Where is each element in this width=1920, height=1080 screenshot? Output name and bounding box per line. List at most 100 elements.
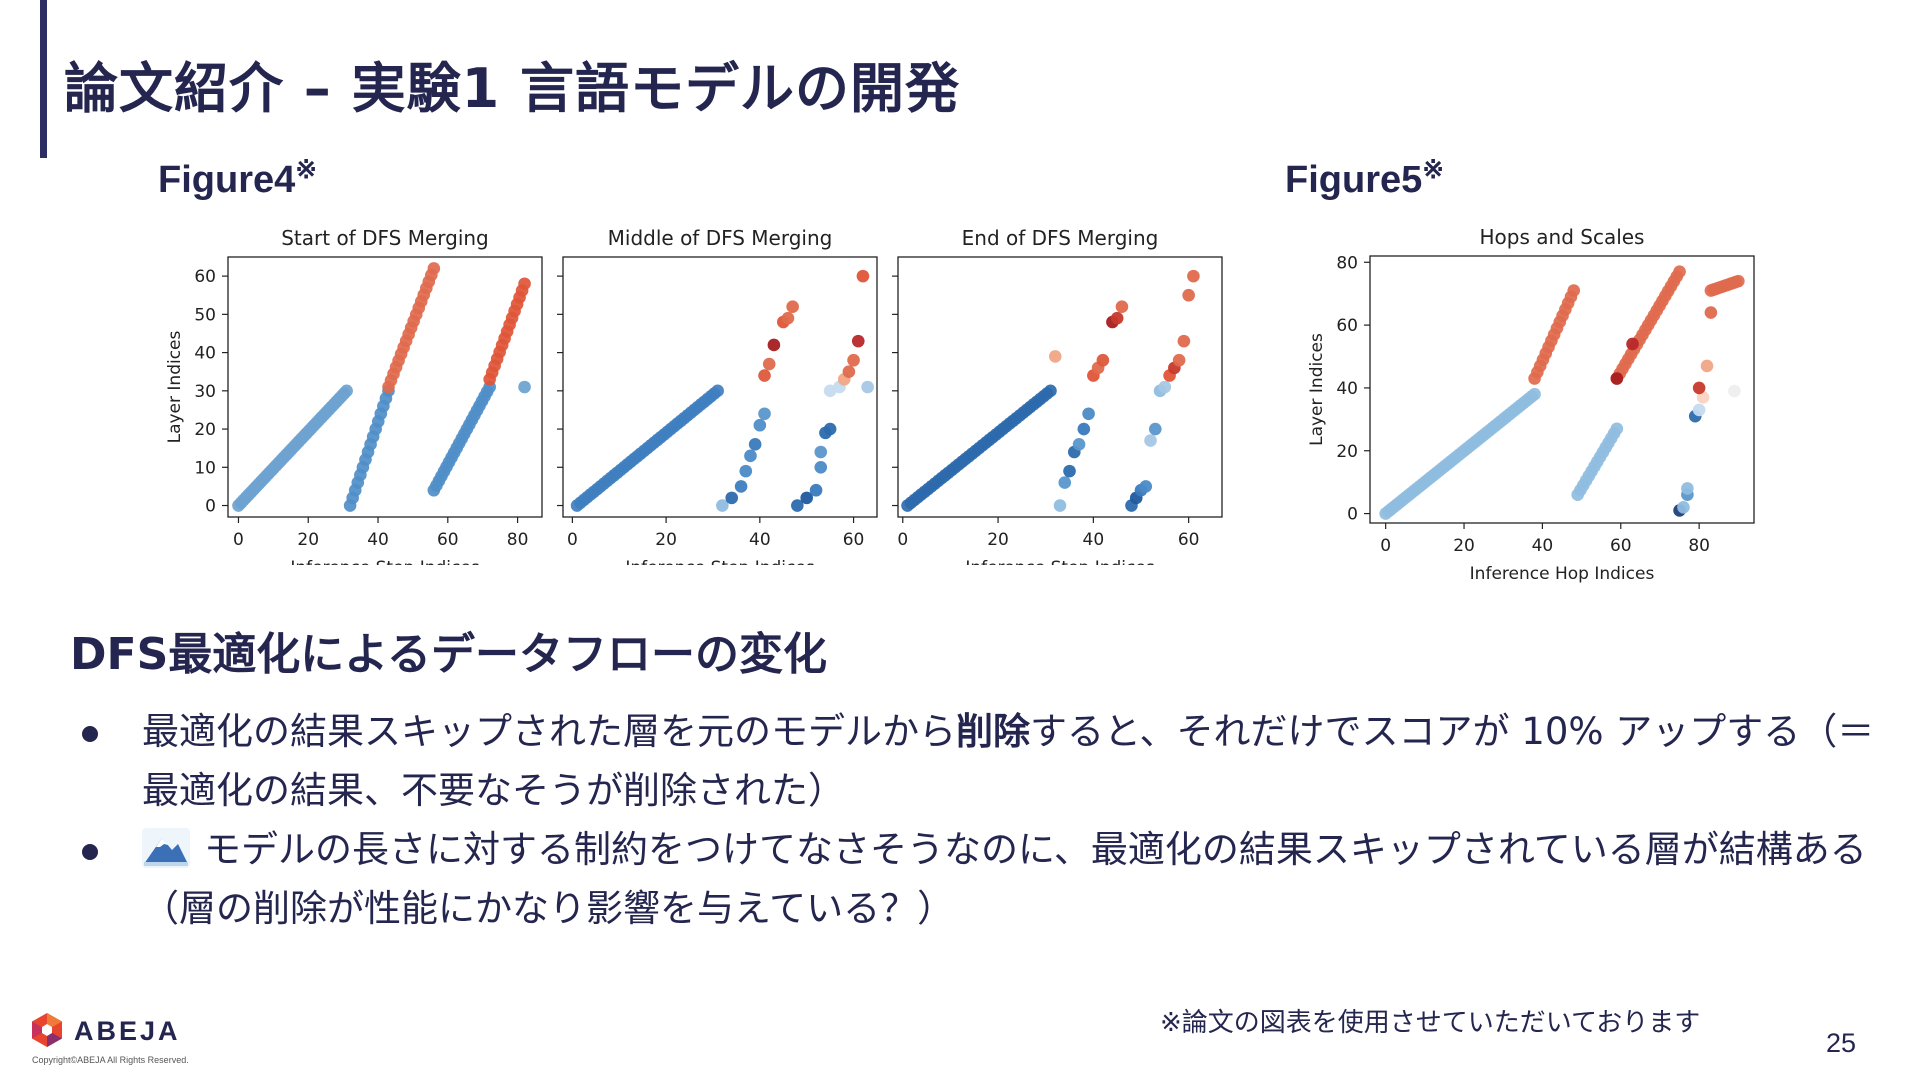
- scatter-point: [1692, 381, 1706, 395]
- y-tick-label: 0: [205, 497, 216, 517]
- scatter-point: [1082, 407, 1095, 421]
- scatter-point: [748, 438, 762, 451]
- scatter-point: [800, 491, 814, 505]
- y-tick-label: 20: [1336, 442, 1358, 462]
- scatter-point: [1610, 422, 1624, 436]
- x-tick-label: 40: [749, 530, 771, 550]
- x-tick-label: 20: [655, 530, 677, 550]
- scatter-point: [1692, 403, 1706, 417]
- scatter-point: [1144, 434, 1157, 447]
- chart-end-of-dfs-merging: End of DFS Merging 0 20 40 60 Inference Step …: [890, 220, 1230, 565]
- scatter-point: [781, 311, 795, 325]
- figure4-note-mark: ※: [295, 154, 318, 184]
- scatter-point: [1696, 391, 1710, 404]
- bullet-2-text: モデルの長さに対する制約をつけてなさそうなのに、最適化の結果スキップされている層…: [142, 828, 1867, 930]
- scatter-point: [716, 499, 729, 512]
- scatter-point: [823, 422, 837, 436]
- scatter-point: [1677, 500, 1690, 514]
- x-tick-label: 60: [843, 530, 865, 550]
- bullet-item-2: モデルの長さに対する制約をつけてなさそうなのに、最適化の結果スキップされている層…: [78, 820, 1888, 938]
- scatter-point: [1139, 480, 1153, 493]
- scatter-point: [758, 407, 771, 421]
- y-axis-label: Layer Indices: [1307, 333, 1327, 446]
- plot-area-frame: [562, 256, 878, 518]
- scatter-point: [1610, 372, 1624, 385]
- x-tick-label: 80: [1688, 536, 1710, 556]
- x-tick-label: 20: [297, 530, 319, 550]
- scatter-point: [1096, 353, 1110, 367]
- x-tick-label: 60: [1610, 536, 1632, 556]
- x-axis-label: Inference Step Indices: [965, 558, 1155, 565]
- x-axis-label: Inference Step Indices: [290, 558, 480, 565]
- plot-area-frame: [227, 256, 543, 518]
- scatter-point: [856, 269, 870, 283]
- scatter-point: [1182, 288, 1195, 302]
- x-tick-label: 40: [1083, 530, 1105, 550]
- y-tick-label: 50: [194, 305, 216, 325]
- scatter-point: [758, 369, 771, 382]
- figure5-note-mark: ※: [1422, 154, 1445, 184]
- scatter-point: [1732, 274, 1745, 288]
- scatter-point: [762, 357, 776, 371]
- bullet-1-bold-text: 削除: [956, 710, 1030, 753]
- scatter-point: [1115, 300, 1129, 314]
- slide-title: 論文紹介 – 実験1 言語モデルの開発: [64, 57, 960, 120]
- chart-title: Start of DFS Merging: [281, 226, 489, 250]
- scatter-point: [1048, 350, 1062, 363]
- scatter-point: [1567, 284, 1581, 297]
- scatter-point: [1172, 353, 1186, 367]
- y-axis-label: Layer Indices: [165, 330, 185, 443]
- scatter-point: [1177, 334, 1191, 348]
- chart-title: End of DFS Merging: [962, 226, 1159, 250]
- y-tick-label: 40: [1336, 379, 1358, 399]
- scatter-point: [1704, 306, 1718, 319]
- x-tick-label: 0: [233, 530, 244, 550]
- scatter-point: [842, 365, 856, 379]
- scatter-point: [851, 334, 865, 348]
- scatter-point: [1158, 380, 1172, 394]
- scatter-point: [767, 338, 781, 352]
- bullet-1-text-after: すると、それだけでスコアが 10% アップする（＝最適化の結果、不要なそうが削除…: [142, 710, 1875, 812]
- scatter-point: [1673, 265, 1686, 279]
- scatter-point: [739, 464, 753, 478]
- scatter-point: [1148, 422, 1162, 436]
- y-tick-label: 20: [194, 420, 216, 440]
- bullet-dot: [82, 726, 98, 742]
- plot-area-frame: [1369, 255, 1755, 524]
- x-tick-label: 0: [567, 530, 578, 550]
- y-tick-label: 60: [194, 267, 216, 287]
- scatter-point: [861, 380, 874, 394]
- scatter-point: [1058, 476, 1072, 489]
- page-number: 25: [1826, 1028, 1857, 1058]
- section-heading: DFS最適化によるデータフローの変化: [70, 629, 827, 680]
- scatter-point: [1044, 384, 1057, 398]
- chart-title: Middle of DFS Merging: [608, 226, 833, 250]
- y-tick-label: 30: [194, 382, 216, 402]
- scatter-point: [1187, 269, 1200, 283]
- scatter-point: [1681, 482, 1694, 495]
- scatter-point: [734, 480, 748, 493]
- scatter-point: [809, 483, 823, 497]
- x-tick-label: 20: [987, 530, 1009, 550]
- x-tick-label: 80: [507, 530, 529, 550]
- scatter-point: [1063, 464, 1076, 478]
- chart-middle-of-dfs-merging: Middle of DFS Merging 0 20 40 60 Inference St…: [555, 220, 885, 565]
- y-tick-label: 0: [1347, 505, 1358, 525]
- abeja-logo: ABEJA Copyright©ABEJA All Rights Reserve…: [30, 1012, 200, 1068]
- scatter-point: [847, 353, 860, 367]
- scatter-point: [1700, 359, 1714, 373]
- figure5-label: Figure5※: [1285, 154, 1444, 202]
- scatter-point: [427, 262, 441, 275]
- scatter-point: [814, 445, 828, 459]
- y-tick-label: 40: [194, 344, 216, 364]
- chart-title: Hops and Scales: [1480, 225, 1645, 249]
- figure4-label-text: Figure4: [158, 159, 296, 201]
- title-accent-bar: [40, 0, 47, 158]
- footnote: ※論文の図表を使用させていただいております: [1160, 1008, 1701, 1038]
- scatter-point: [786, 300, 799, 314]
- plot-area-frame: [897, 256, 1223, 518]
- scatter-point: [1072, 438, 1086, 451]
- scatter-point: [518, 380, 531, 394]
- bullet-list: 最適化の結果スキップされた層を元のモデルから削除すると、それだけでスコアが 10…: [78, 702, 1888, 938]
- chart-hops-and-scales: Hops and Scales 0 20 40 60 80 0 20 40 60 80 Layer I…: [1300, 220, 1770, 585]
